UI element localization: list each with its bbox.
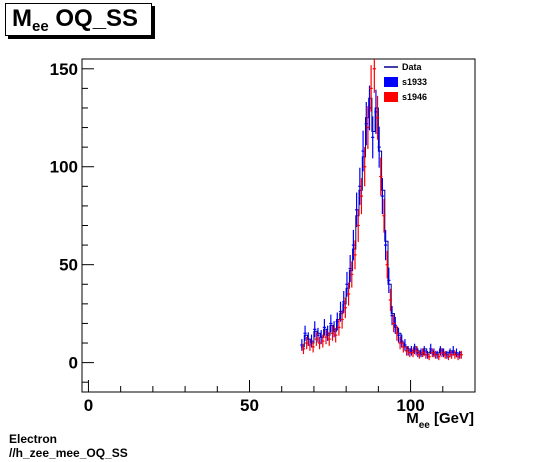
y-tick-label: 150: [50, 60, 78, 79]
chart-title: Mee OQ_SS: [12, 5, 139, 35]
y-tick-label: 50: [59, 256, 78, 275]
x-axis-label: Mee [GeV]: [406, 410, 474, 431]
x-tick-label: 0: [84, 396, 93, 415]
chart-marks: [300, 59, 463, 361]
footer: Electron //h_zee_mee_OQ_SS: [9, 432, 128, 460]
x-tick-label: 50: [240, 396, 259, 415]
y-tick-label: 100: [50, 158, 78, 177]
chart-title-box: Mee OQ_SS: [5, 3, 152, 36]
footer-line-2: //h_zee_mee_OQ_SS: [9, 446, 128, 460]
axes: 0 50 100 150 0 50 100: [50, 60, 476, 415]
y-tick-label: 0: [69, 354, 78, 373]
series-line-data: [301, 97, 463, 356]
legend-label-Data: Data: [402, 62, 423, 72]
footer-line-1: Electron: [9, 432, 58, 446]
x-tick-label: 100: [396, 396, 424, 415]
legend-label-s1946: s1946: [402, 92, 427, 102]
legend: Data s1933 s1946: [384, 62, 427, 102]
legend-swatch-s1933: [384, 77, 398, 87]
legend-swatch-s1946: [384, 92, 398, 102]
plot-frame: [81, 58, 476, 393]
legend-label-s1933: s1933: [402, 77, 427, 87]
